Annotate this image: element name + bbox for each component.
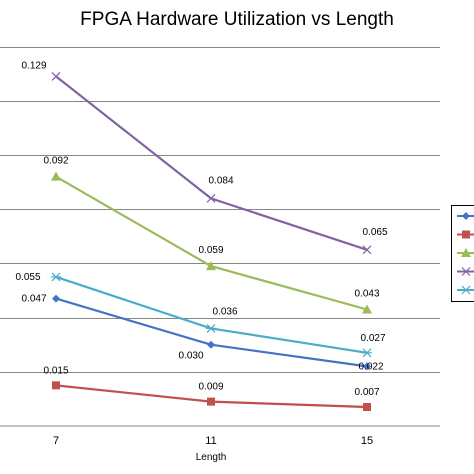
series-line	[55, 175, 368, 311]
diamond-marker	[462, 212, 470, 220]
star-marker	[362, 348, 372, 358]
data-label: 0.059	[198, 245, 223, 256]
legend-entry	[457, 285, 474, 295]
x-marker-stroke	[461, 267, 471, 276]
gridlines	[0, 47, 440, 373]
data-label: 0.084	[208, 175, 233, 186]
diamond-marker	[52, 294, 60, 303]
triangle-marker	[51, 171, 61, 181]
x-marker	[206, 193, 216, 203]
star-marker	[206, 324, 216, 333]
diamond-marker	[207, 340, 215, 349]
legend-entry	[457, 212, 474, 220]
x-tick-label: 15	[361, 435, 373, 447]
legend-entry	[457, 230, 474, 239]
star-marker	[461, 285, 471, 295]
data-label: 0.015	[43, 365, 68, 376]
series-4: 0.129 0.084 0.065	[21, 60, 388, 255]
data-label: 0.092	[43, 156, 68, 167]
data-label: 0.129	[21, 60, 46, 71]
data-label: 0.043	[354, 288, 379, 299]
legend-entry	[457, 267, 474, 276]
x-marker-stroke	[51, 71, 61, 81]
x-axis-title: Length	[196, 452, 227, 463]
x-marker	[362, 245, 372, 255]
series-2: 0.015 0.009 0.007	[43, 365, 380, 412]
data-label: 0.047	[21, 294, 46, 305]
data-label: 0.007	[354, 387, 379, 398]
x-tick-label: 7	[53, 435, 59, 447]
square-marker	[363, 403, 371, 412]
x-marker	[51, 71, 61, 81]
triangle-marker	[362, 304, 372, 314]
chart-title: FPGA Hardware Utilization vs Length	[80, 9, 394, 30]
x-marker	[461, 267, 471, 276]
diamond-marker	[363, 362, 371, 371]
legend-entry	[457, 248, 474, 257]
data-label: 0.022	[358, 361, 383, 372]
series-1: 0.047 0.030 0.022	[21, 294, 383, 373]
square-marker	[207, 397, 215, 406]
data-label: 0.009	[198, 382, 223, 393]
legend	[451, 205, 474, 302]
x-marker-stroke	[206, 193, 216, 203]
triangle-marker	[461, 248, 471, 257]
x-tick-labels: 7 11 15	[53, 435, 373, 447]
data-label: 0.055	[15, 272, 40, 283]
series-group: 0.047 0.030 0.022 0.015 0.009 0.007 0.092 0.059…	[15, 60, 388, 412]
data-label: 0.027	[360, 333, 385, 344]
series-line	[55, 75, 368, 251]
x-marker-stroke	[362, 245, 372, 255]
star-marker	[51, 272, 61, 282]
triangle-marker	[206, 261, 216, 271]
data-label: 0.036	[212, 306, 237, 317]
square-marker	[462, 230, 470, 239]
series-5: 0.055 0.036 0.027	[15, 272, 386, 358]
square-marker	[52, 381, 60, 390]
data-label: 0.030	[178, 351, 203, 362]
series-3: 0.092 0.059 0.043	[43, 156, 380, 314]
data-label: 0.065	[362, 227, 387, 238]
x-tick-label: 11	[205, 435, 216, 447]
